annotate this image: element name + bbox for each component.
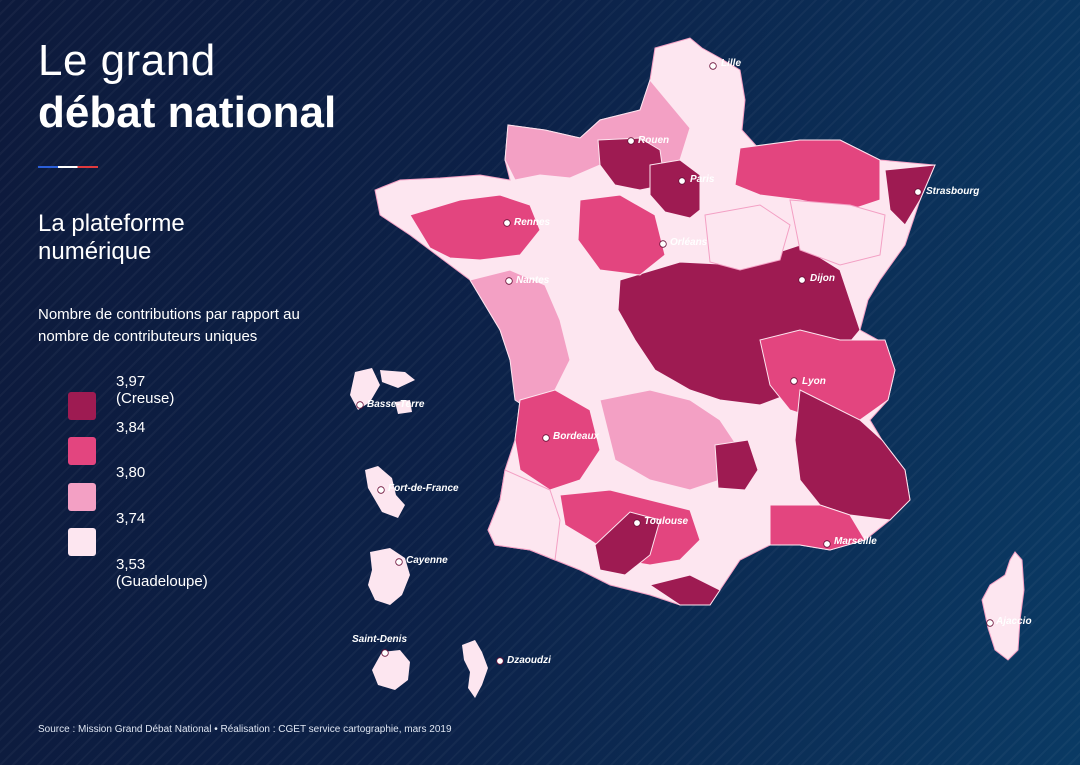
city-label-cayenne: Cayenne — [406, 555, 448, 566]
city-dot-rennes — [503, 219, 511, 227]
city-dot-orleans — [659, 240, 667, 248]
city-label-paris: Paris — [690, 174, 715, 185]
region-aquitaine-mid — [514, 389, 601, 491]
city-labels: Lille Rouen Paris Strasbourg Rennes Orlé… — [352, 58, 1032, 666]
region-southwest-light — [487, 469, 561, 561]
tricolor-rule — [38, 166, 98, 168]
guyane — [368, 548, 410, 605]
city-dot-saint-denis — [381, 649, 389, 657]
page-title: Le grand débat national — [38, 36, 336, 140]
legend-label-5: 3,53 (Guadeloupe) — [116, 556, 208, 590]
city-label-dzaoudzi: Dzaoudzi — [507, 655, 551, 666]
city-markers — [356, 62, 994, 665]
region-alsace-dark — [884, 164, 936, 226]
city-label-strasbourg: Strasbourg — [926, 186, 979, 197]
source-note: Source : Mission Grand Débat National • … — [38, 724, 452, 735]
mayotte — [462, 640, 488, 698]
title-line-1: Le grand — [38, 36, 216, 85]
city-dot-toulouse — [633, 519, 641, 527]
subtitle: La plateforme numérique — [38, 210, 185, 265]
region-centre-mid — [577, 194, 666, 276]
city-label-basse-terre: Basse-Terre — [367, 399, 425, 410]
legend-label-2: 3,84 — [116, 419, 146, 436]
legend-swatch-2 — [68, 437, 96, 465]
region-east-mid — [734, 139, 881, 211]
city-label-ajaccio: Ajaccio — [995, 616, 1032, 627]
city-label-dijon: Dijon — [810, 273, 835, 284]
city-dot-bordeaux — [542, 434, 550, 442]
legend-label-1: 3,97 (Creuse) — [116, 373, 175, 407]
city-label-marseille: Marseille — [834, 536, 877, 547]
city-dot-basse-terre — [356, 401, 364, 409]
city-dot-lille — [709, 62, 717, 70]
reunion — [372, 650, 410, 690]
corsica — [981, 551, 1025, 661]
city-label-nantes: Nantes — [516, 275, 550, 286]
legend-label-4: 3,74 — [116, 510, 146, 527]
legend-swatch-4 — [68, 528, 96, 556]
martinique — [365, 466, 405, 518]
guadeloupe — [350, 368, 415, 414]
city-label-bordeaux: Bordeaux — [553, 431, 600, 442]
region-lozere-dark — [714, 439, 759, 491]
city-dot-dijon — [798, 276, 806, 284]
region-pyrenees-dark — [648, 574, 721, 606]
city-label-toulouse: Toulouse — [644, 516, 689, 527]
city-label-saint-denis: Saint-Denis — [352, 634, 407, 645]
city-label-orleans: Orléans — [670, 237, 708, 248]
city-label-fort-de-france: Fort-de-France — [388, 483, 459, 494]
legend-swatch-3 — [68, 483, 96, 511]
region-provence-mid — [769, 504, 866, 551]
legend-label-3: 3,80 — [116, 464, 146, 481]
city-dot-ajaccio — [986, 619, 994, 627]
city-dot-fort-de-france — [377, 486, 385, 494]
city-label-rouen: Rouen — [638, 135, 669, 146]
region-paris-dark — [649, 159, 701, 219]
city-dot-cayenne — [395, 558, 403, 566]
city-dot-strasbourg — [914, 188, 922, 196]
city-label-lyon: Lyon — [802, 376, 826, 387]
region-burgundy-light — [704, 204, 791, 271]
city-label-rennes: Rennes — [514, 217, 551, 228]
city-dot-lyon — [790, 377, 798, 385]
city-dot-marseille — [823, 540, 831, 548]
city-dot-rouen — [627, 137, 635, 145]
city-dot-dzaoudzi — [496, 657, 504, 665]
city-label-lille: Lille — [721, 58, 741, 69]
region-toulouse-dark — [594, 511, 661, 576]
region-east-light — [789, 199, 886, 266]
title-line-2: débat national — [38, 88, 337, 137]
legend-swatch-1 — [68, 392, 96, 420]
city-dot-nantes — [505, 277, 513, 285]
region-brittany-mid — [409, 194, 541, 261]
map-description: Nombre de contributions par rapport au n… — [38, 306, 300, 345]
region-rhone-mid — [759, 329, 896, 421]
region-alps-dark — [794, 389, 911, 521]
city-dot-paris — [678, 177, 686, 185]
